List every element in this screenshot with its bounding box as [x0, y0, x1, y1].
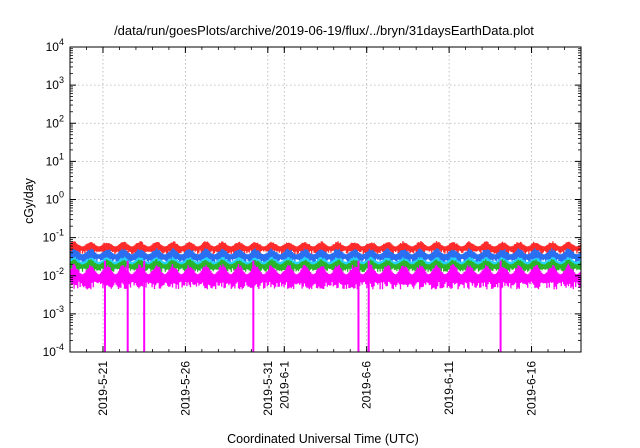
x-axis-label: Coordinated Universal Time (UTC)	[227, 432, 419, 446]
x-tick-label: 2019-5-21	[96, 361, 110, 416]
y-tick-label: 10-3	[43, 304, 64, 321]
x-tick-label: 2019-6-16	[525, 361, 539, 416]
y-tick-label: 100	[46, 190, 64, 207]
x-tick-label: 2019-6-6	[360, 361, 374, 409]
y-tick-label: 101	[46, 151, 64, 168]
y-tick-label: 10-2	[43, 266, 64, 283]
x-tick-label: 2019-6-1	[277, 361, 291, 409]
grid-lines	[70, 46, 581, 353]
y-tick-label: 10-1	[43, 228, 64, 245]
y-tick-label: 10-4	[43, 342, 64, 359]
series-traces	[69, 241, 582, 352]
axis-ticks: 10-4 10-3 10-2 10-1 100 101 102 103 104 2019-5-21…	[43, 37, 582, 416]
x-tick-label: 2019-5-26	[178, 361, 192, 416]
y-tick-label: 103	[46, 75, 64, 92]
y-tick-label: 102	[46, 113, 64, 130]
y-axis-label: cGy/day	[22, 177, 36, 224]
y-tick-label: 104	[46, 37, 64, 54]
x-tick-label: 2019-6-11	[442, 361, 456, 415]
x-tick-label: 2019-5-31	[261, 361, 275, 416]
chart-title: /data/run/goesPlots/archive/2019-06-19/f…	[114, 23, 534, 38]
